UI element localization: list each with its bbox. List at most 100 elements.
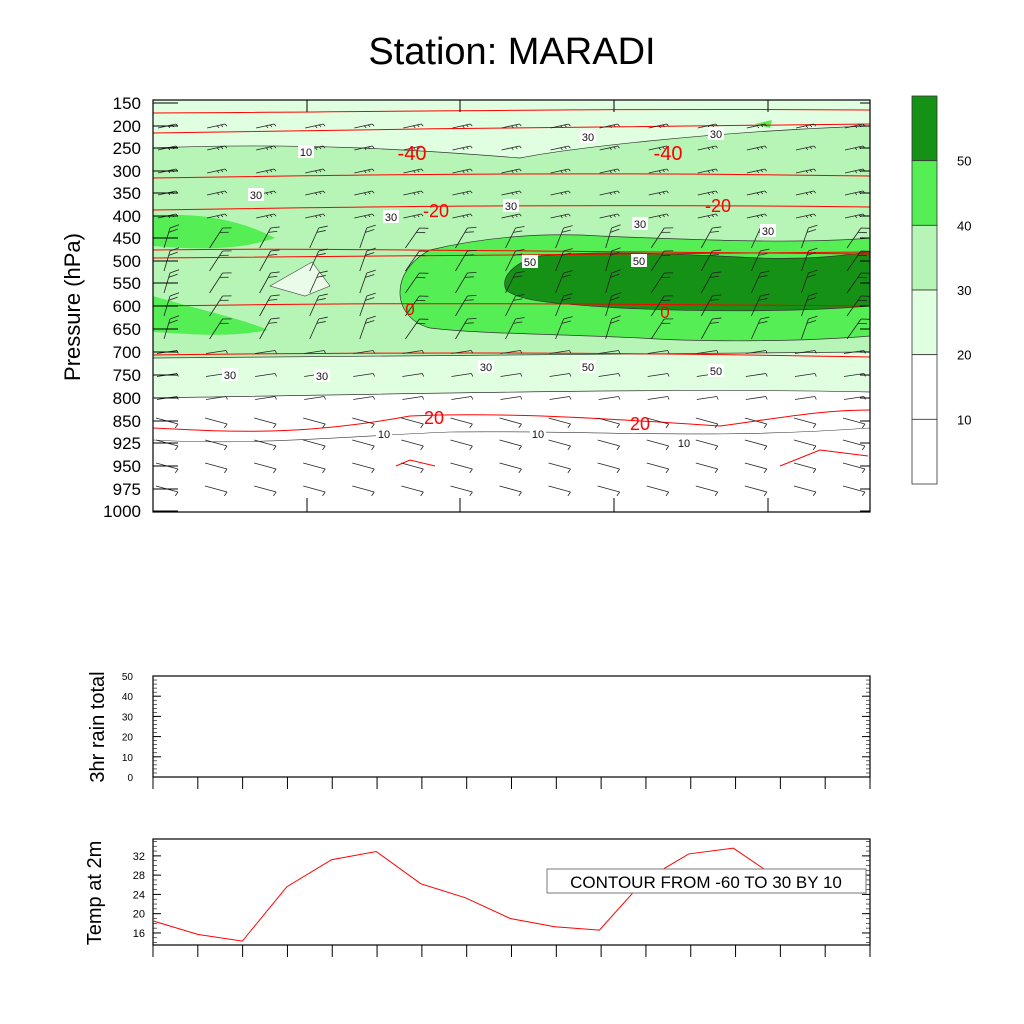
wind-barb	[359, 269, 376, 294]
wind-barb	[450, 439, 473, 451]
wind-barb	[204, 439, 228, 451]
wind-barb	[648, 145, 669, 151]
wind-barb	[352, 439, 375, 451]
contour-label-bg	[631, 254, 647, 267]
wind-barb	[697, 168, 718, 174]
cross-section-y-axis-label: Pressure (hPa)	[60, 233, 85, 381]
humidity-contour-50	[504, 251, 871, 312]
wind-barb	[746, 145, 767, 151]
wind-barb	[695, 462, 719, 474]
wind-barb	[842, 462, 866, 474]
wind-barb	[555, 316, 573, 340]
rain-y-tick-label: 10	[122, 753, 134, 764]
wind-barb	[405, 250, 429, 272]
y-tick-label: 700	[113, 343, 141, 362]
wind-barb	[597, 485, 620, 497]
humidity-fill-40-left	[153, 214, 275, 249]
wind-barb	[744, 485, 768, 497]
humidity-contour-40-bottom	[399, 249, 871, 342]
contour-label: 30	[505, 201, 517, 213]
wind-barb	[359, 292, 376, 317]
y-tick-label: 600	[113, 297, 141, 316]
wind-barb	[695, 485, 719, 497]
wind-barb	[401, 462, 424, 474]
wind-barb	[353, 396, 376, 400]
wind-barb	[403, 123, 424, 129]
contour-label-bg	[522, 255, 538, 268]
wind-barb	[744, 417, 768, 429]
contour-label-bg	[383, 210, 399, 223]
wind-barb	[745, 396, 768, 400]
wind-barb	[451, 396, 474, 400]
contour-layer	[152, 108, 871, 467]
contour-label: -40	[398, 143, 427, 165]
y-tick-label: 750	[113, 366, 141, 385]
wind-barb	[256, 213, 277, 219]
wind-barb	[550, 123, 571, 129]
contour-label-bg	[676, 436, 692, 449]
wind-barb	[842, 439, 866, 451]
wind-barb	[403, 190, 424, 196]
wind-barb	[605, 247, 621, 272]
wind-barb	[359, 247, 376, 272]
wind-barb	[505, 294, 525, 317]
wind-barb	[555, 270, 573, 294]
wind-barb	[793, 417, 817, 429]
wind-barb	[650, 295, 674, 317]
wind-barb	[259, 317, 280, 340]
wind-barb	[505, 249, 525, 272]
contour-label: -40	[654, 143, 683, 165]
wind-barb	[451, 350, 474, 354]
wind-barb	[549, 373, 572, 377]
contour-label: 30	[762, 226, 774, 238]
wind-barb	[255, 373, 277, 377]
wind-barb	[451, 373, 474, 377]
wind-barb	[206, 213, 228, 219]
rain-y-tick-label: 20	[122, 733, 134, 744]
temperature-contour-line	[152, 108, 871, 114]
wind-barb	[801, 247, 818, 272]
colorbar-swatch	[911, 224, 938, 291]
wind-barb	[746, 123, 767, 129]
contour-label: 30	[480, 362, 492, 374]
wind-barb	[598, 373, 621, 377]
wind-barb	[255, 396, 277, 400]
wind-barb	[646, 439, 670, 451]
temperature-contour-line	[152, 303, 871, 307]
contour-label: -20	[423, 201, 449, 221]
y-tick-label: 1000	[103, 502, 141, 521]
wind-barb	[204, 485, 228, 497]
y-tick-label: 925	[113, 434, 141, 453]
wind-barb	[548, 485, 571, 497]
contour-label: 50	[633, 256, 645, 268]
wind-barb	[309, 270, 328, 294]
wind-barb	[204, 417, 228, 429]
wind-barb	[206, 350, 228, 354]
colorbar-label: 30	[957, 283, 971, 298]
wind-barb	[353, 373, 376, 377]
contour-label: 30	[224, 370, 236, 382]
wind-barb	[605, 315, 621, 340]
wind-barb	[259, 294, 280, 317]
wind-barb	[795, 123, 817, 129]
wind-barb	[605, 224, 621, 249]
colorbar-swatch	[911, 95, 938, 162]
wind-barb	[305, 190, 326, 196]
wind-barb	[304, 396, 326, 400]
wind-barb	[259, 249, 280, 272]
rain-panel: 3hr rain total 0 10 20 30 40 50	[87, 671, 871, 789]
wind-barb	[501, 168, 522, 174]
chart-title: Station: MARADI	[368, 31, 655, 73]
contour-label: 30	[316, 371, 328, 383]
wind-barb	[599, 190, 620, 196]
wind-barb	[599, 213, 620, 219]
wind-barb	[795, 145, 817, 151]
wind-barb	[305, 213, 326, 219]
wind-barb	[206, 123, 228, 129]
cross-section-axes: 1502002503003504004505005506006507007508…	[103, 94, 871, 521]
wind-barb	[697, 145, 718, 151]
wind-barb	[352, 462, 375, 474]
wind-barb	[354, 190, 375, 196]
y-tick-label: 950	[113, 457, 141, 476]
